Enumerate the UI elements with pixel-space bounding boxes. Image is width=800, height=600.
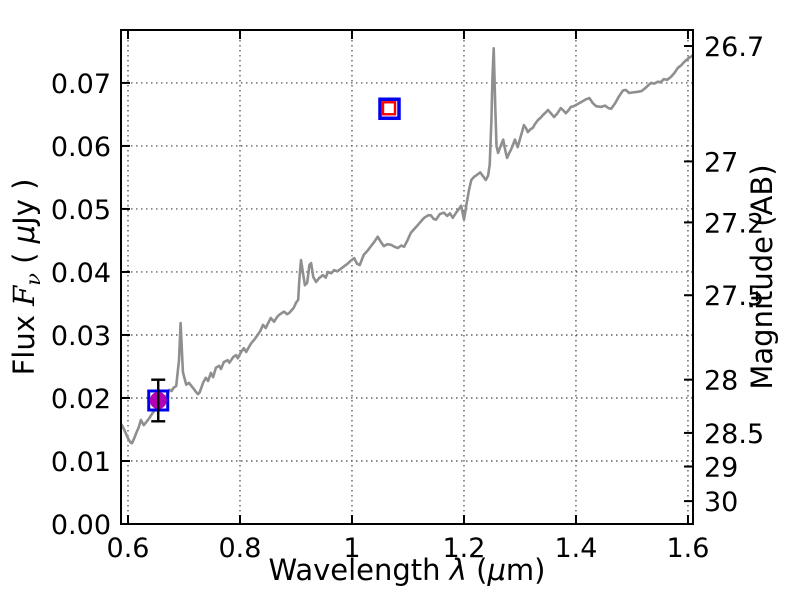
galaxy-spectrum	[121, 46, 693, 445]
flux-tick-label: 0.06	[51, 132, 111, 163]
flux-axis-title: Flux Fν​ ( μJy )	[7, 179, 45, 376]
magnitude-tick-label: 30	[704, 487, 738, 518]
x-tick-label: 0.6	[107, 533, 150, 564]
photometry-markers	[147, 97, 401, 423]
x-axis-title: Wavelength λ (μm)	[269, 553, 546, 587]
flux-tick-label: 0.02	[51, 384, 111, 415]
magnitude-tick-label: 28	[704, 366, 738, 397]
flux-tick-label: 0.01	[51, 447, 111, 478]
axes-spines	[120, 29, 694, 525]
x-tick-label: 1.6	[666, 533, 709, 564]
red-open-square-marker	[381, 101, 397, 116]
magnitude-tick-label: 27.5	[704, 281, 764, 312]
magnitude-tick-label: 27	[704, 147, 738, 178]
x-tick-label: 0.8	[219, 533, 262, 564]
gridlines	[121, 30, 693, 525]
magnitude-axis-title: Magnitude (AB)	[745, 164, 779, 389]
plot-frame	[120, 29, 694, 525]
magnitude-tick-label: 27.2	[704, 208, 764, 239]
flux-tick-label: 0.03	[51, 321, 111, 352]
x-tick-label: 1.4	[554, 533, 597, 564]
flux-tick-label: 0.00	[51, 510, 111, 541]
axis-titles: Wavelength λ (μm) Flux Fν​ ( μJy ) Magnitu…	[7, 164, 779, 587]
x-tick-label: 1.2	[442, 533, 485, 564]
flux-tick-label: 0.05	[51, 195, 111, 226]
axis-ticks	[121, 30, 693, 525]
spectrum-line	[121, 46, 693, 445]
x-tick-label: 1	[343, 533, 360, 564]
tick-labels: 0.6 0.8 1 1.2 1.4 1.6 0.00 0.01 0.02 0.03 0.04 0.05…	[51, 32, 764, 564]
blue-open-square-marker	[378, 97, 401, 121]
magnitude-tick-label: 29	[704, 453, 738, 484]
magnitude-tick-label: 28.5	[704, 419, 764, 450]
flux-tick-label: 0.04	[51, 258, 111, 289]
magnitude-tick-label: 26.7	[704, 32, 764, 63]
flux-tick-label: 0.07	[51, 69, 111, 100]
